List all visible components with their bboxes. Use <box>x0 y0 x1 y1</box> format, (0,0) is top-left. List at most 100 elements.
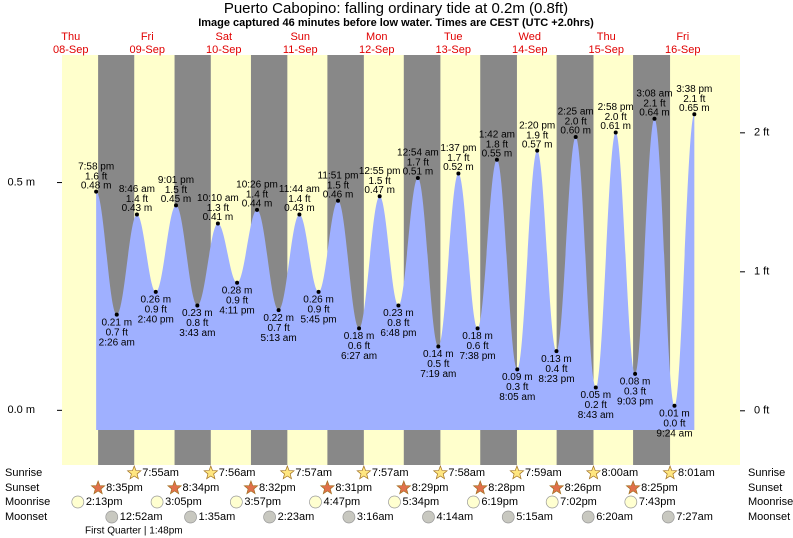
moon-icon <box>624 495 638 509</box>
tide-ft: 2.1 ft <box>643 98 665 109</box>
sun-icon <box>585 465 602 480</box>
tide-point <box>396 303 401 308</box>
tide-point <box>494 157 499 162</box>
tide-time: 3:43 am <box>179 328 215 339</box>
tide-time: 10:10 am <box>197 193 239 204</box>
y-tick-label: 0.5 m <box>7 176 35 188</box>
tide-area <box>96 114 695 430</box>
moon-icon <box>184 510 197 524</box>
sun-icon <box>243 480 259 495</box>
day-date: 09-Sep <box>130 44 165 56</box>
tide-m: 0.46 m <box>323 189 354 200</box>
tide-time: 9:03 pm <box>617 397 653 408</box>
day-weekday: Fri <box>676 31 689 43</box>
tide-m: 0.41 m <box>203 212 234 223</box>
almanac-time: 5:34pm <box>402 496 439 508</box>
almanac-time: 8:28pm <box>488 482 525 494</box>
tide-time: 2:58 pm <box>598 102 634 113</box>
sun-icon <box>662 465 678 480</box>
tide-point <box>357 326 362 331</box>
tide-time: 1:37 pm <box>440 143 476 154</box>
tide-time: 9:24 am <box>656 428 692 439</box>
tide-m: 0.01 m <box>659 408 690 419</box>
tide-time: 2:25 am <box>558 107 594 118</box>
almanac-time: 7:59am <box>525 467 562 479</box>
tide-ft: 0.5 ft <box>427 359 449 370</box>
tide-ft: 0.3 ft <box>624 387 646 398</box>
sun-icon <box>356 465 372 480</box>
sun-icon <box>472 480 488 495</box>
tide-point <box>377 194 382 199</box>
almanac-label: Sunset <box>5 482 39 494</box>
moon-icon <box>150 495 164 509</box>
tide-time: 7:38 pm <box>460 351 496 362</box>
almanac-time: 2:23am <box>278 511 315 523</box>
day-weekday: Thu <box>61 31 80 43</box>
almanac-time: 5:15am <box>516 511 553 523</box>
almanac-time: 2:13pm <box>86 496 123 508</box>
tide-m: 0.26 m <box>140 295 171 306</box>
day-date: 13-Sep <box>436 44 471 56</box>
almanac-time: 7:57am <box>295 467 332 479</box>
tide-point <box>692 112 697 117</box>
tide-ft: 0.0 ft <box>663 418 685 429</box>
moon-icon <box>105 510 119 524</box>
tide-point <box>593 385 598 390</box>
tide-point <box>554 349 559 354</box>
tide-time: 3:38 pm <box>676 84 712 95</box>
moon-phase: First Quarter | 1:48pm <box>85 526 183 537</box>
tide-time: 8:05 am <box>499 392 535 403</box>
sun-icon <box>90 480 106 495</box>
moon-icon <box>342 510 356 524</box>
tide-m: 0.57 m <box>522 139 553 150</box>
tide-point <box>415 176 420 180</box>
tide-time: 8:43 am <box>578 410 614 421</box>
almanac-time: 8:31pm <box>335 482 372 494</box>
tide-ft: 2.1 ft <box>683 94 705 105</box>
tide-point <box>573 135 578 139</box>
tide-point <box>134 212 139 217</box>
tide-ft: 1.5 ft <box>165 185 187 196</box>
tide-point <box>652 116 657 121</box>
tide-point <box>672 403 677 408</box>
almanac-time: 8:01am <box>678 467 715 479</box>
chart-subtitle: Image captured 46 minutes before low wat… <box>198 17 594 29</box>
moon-icon <box>263 510 276 524</box>
tide-m: 0.51 m <box>403 167 434 178</box>
day-weekday: Sun <box>290 31 310 43</box>
tide-ft: 0.6 ft <box>348 341 370 352</box>
moon-icon <box>545 495 559 509</box>
chart-title: Puerto Cabopino: falling ordinary tide a… <box>224 0 568 17</box>
sun-icon <box>166 480 183 495</box>
tide-time: 8:23 pm <box>538 374 574 385</box>
almanac-time: 7:57am <box>372 467 409 479</box>
almanac-label: Sunrise <box>748 467 785 479</box>
almanac-time: 8:29pm <box>412 482 449 494</box>
y2-tick-label: 1 ft <box>754 266 769 278</box>
almanac-time: 3:16am <box>357 511 394 523</box>
tide-m: 0.43 m <box>122 203 153 214</box>
tide-point <box>215 221 220 226</box>
day-date: 10-Sep <box>206 44 241 56</box>
tide-m: 0.45 m <box>161 194 192 205</box>
moon-icon <box>661 510 675 524</box>
tide-ft: 0.4 ft <box>545 364 567 375</box>
almanac-time: 3:05pm <box>165 496 202 508</box>
tide-ft: 1.7 ft <box>447 153 469 164</box>
tide-m: 0.55 m <box>482 148 513 159</box>
tide-time: 2:26 am <box>99 337 135 348</box>
tide-time: 7:19 am <box>420 369 456 380</box>
tide-ft: 1.5 ft <box>369 176 391 187</box>
tide-time: 12:54 am <box>397 148 439 159</box>
day-date: 16-Sep <box>665 44 700 56</box>
tide-point <box>173 203 178 208</box>
almanac-time: 8:32pm <box>259 482 296 494</box>
moon-icon <box>71 495 85 509</box>
tide-point <box>255 207 260 212</box>
tide-time: 4:11 pm <box>219 305 254 316</box>
tide-time: 8:46 am <box>119 184 155 195</box>
tide-time: 5:45 pm <box>301 315 337 326</box>
tide-ft: 0.7 ft <box>268 323 290 334</box>
almanac-label: Moonset <box>748 511 790 523</box>
sun-icon <box>432 465 448 480</box>
